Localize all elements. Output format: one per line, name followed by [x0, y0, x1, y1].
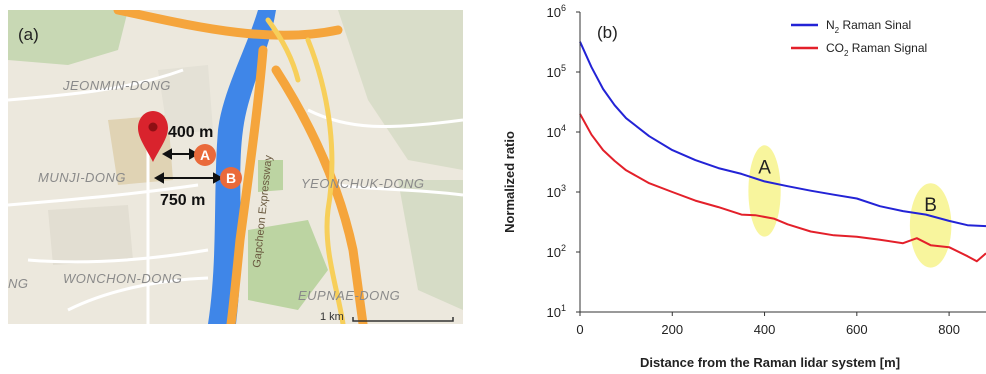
minor-roads	[265, 17, 346, 324]
map-svg: Gapcheon Expressway JEONMIN-DONG MUNJI-D…	[8, 10, 463, 324]
chart-panel: 0 200 400 600 800 101 102 103 104 105 106 A B (b) Di…	[500, 0, 986, 374]
green-area	[398, 180, 463, 310]
labels-layer: 0 200 400 600 800 101 102 103 104 105 106 A B	[547, 3, 960, 337]
legend-label: N2 Raman Sinal	[826, 18, 911, 35]
axes-layer	[576, 11, 986, 316]
y-tick-label: 105	[547, 63, 566, 80]
area-label-wonchon: WONCHON-DONG	[63, 271, 182, 286]
x-tick-label: 800	[938, 322, 960, 337]
x-tick-label: 600	[846, 322, 868, 337]
y-axis-title: Normalized ratio	[502, 131, 517, 233]
urban-area	[158, 65, 213, 135]
ellipse-label-b: B	[924, 195, 937, 216]
location-pin-icon	[138, 111, 168, 162]
distance-label-a: 400 m	[168, 124, 213, 141]
park-area	[248, 220, 328, 310]
legend: N2 Raman Sinal CO2 Raman Signal	[791, 18, 927, 58]
y-tick-label: 102	[547, 243, 566, 260]
river	[208, 10, 276, 324]
ellipse-label-a: A	[758, 157, 771, 178]
x-tick-label: 200	[661, 322, 683, 337]
highlight-ellipse-a	[748, 145, 781, 237]
marker-a-letter: A	[200, 147, 210, 163]
marker-a: A	[194, 144, 216, 166]
map-panel-label: (a)	[18, 25, 39, 44]
y-tick-label: 101	[547, 303, 566, 320]
green-area	[8, 10, 128, 65]
chart-svg: 0 200 400 600 800 101 102 103 104 105 106 A B (b) Di…	[502, 3, 986, 370]
area-label-munji: MUNJI-DONG	[38, 170, 126, 185]
y-tick-label: 104	[547, 123, 566, 140]
series-layer	[579, 41, 986, 263]
chart-panel-label: (b)	[597, 23, 618, 42]
x-axis-title: Distance from the Raman lidar system [m]	[640, 355, 900, 370]
distance-label-b: 750 m	[160, 192, 205, 209]
x-tick-label: 0	[576, 322, 583, 337]
park-area	[258, 160, 283, 192]
area-label-eupnae: EUPNAE-DONG	[298, 288, 400, 303]
series-line-co2	[579, 113, 986, 263]
x-tick-label: 400	[754, 322, 776, 337]
urban-area	[48, 205, 133, 265]
marker-b-letter: B	[226, 170, 236, 186]
area-label-jeonmin: JEONMIN-DONG	[62, 78, 171, 93]
distance-arrows	[153, 148, 224, 184]
green-area	[338, 10, 463, 170]
map-panel: Gapcheon Expressway JEONMIN-DONG MUNJI-D…	[8, 10, 463, 324]
y-tick-label: 106	[547, 3, 566, 20]
area-label-yeonchuk: YEONCHUK-DONG	[301, 176, 425, 191]
highlight-layer	[748, 145, 952, 268]
marker-b: B	[220, 167, 242, 189]
series-line-n2	[579, 41, 986, 228]
legend-label: CO2 Raman Signal	[826, 41, 927, 58]
area-label-ng: NG	[8, 276, 29, 291]
minor-streets	[8, 68, 463, 324]
scale-bar: 1 km	[320, 311, 454, 323]
scale-label: 1 km	[320, 311, 344, 323]
y-tick-label: 103	[547, 183, 566, 200]
major-roads	[113, 10, 368, 324]
